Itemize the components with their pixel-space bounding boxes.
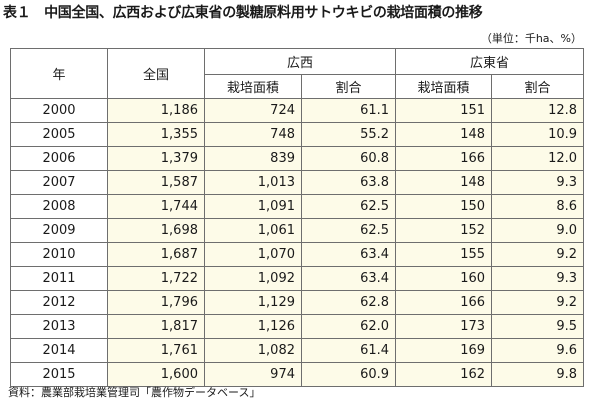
cell-guangxi-share: 60.8 <box>300 146 397 171</box>
cell-year: 2008 <box>10 194 108 219</box>
cell-year: 2014 <box>10 338 108 363</box>
cell-guangdong-area: 148 <box>395 170 493 195</box>
cell-year: 2007 <box>10 170 108 195</box>
table-row: 2006 1,379 839 60.8 166 12.0 <box>10 146 585 171</box>
header-national: 全国 <box>107 48 205 99</box>
source-note: 資料：農業部栽培業管理司「農作物データベース」 <box>8 386 261 399</box>
cell-guangxi-share: 62.5 <box>300 218 397 243</box>
cell-national: 1,687 <box>107 242 205 267</box>
table-row: 2015 1,600 974 60.9 162 9.8 <box>10 362 585 387</box>
table-row: 2005 1,355 748 55.2 148 10.9 <box>10 122 585 147</box>
header-guangdong-share: 割合 <box>491 74 585 99</box>
cell-guangxi-area: 1,070 <box>204 242 302 267</box>
table-row: 2012 1,796 1,129 62.8 166 9.2 <box>10 290 585 315</box>
cell-national: 1,722 <box>107 266 205 291</box>
cell-year: 2000 <box>10 98 108 123</box>
cell-national: 1,796 <box>107 290 205 315</box>
table-body: 2000 1,186 724 61.1 151 12.8 2005 1,355 748 55.2 1… <box>10 98 585 387</box>
cell-guangxi-share: 61.1 <box>300 98 397 123</box>
cell-guangdong-share: 9.3 <box>491 266 585 291</box>
header-row-2: 栽培面積 割合 栽培面積 割合 <box>11 74 585 99</box>
cell-year: 2006 <box>10 146 108 171</box>
header-guangdong-area: 栽培面積 <box>395 74 493 99</box>
cell-guangxi-share: 61.4 <box>300 338 397 363</box>
cell-national: 1,379 <box>107 146 205 171</box>
cell-guangxi-area: 974 <box>204 362 302 387</box>
cell-guangdong-area: 166 <box>395 290 493 315</box>
cell-year: 2009 <box>10 218 108 243</box>
cell-guangdong-area: 169 <box>395 338 493 363</box>
cell-guangxi-share: 62.8 <box>300 290 397 315</box>
cell-guangdong-share: 9.0 <box>491 218 585 243</box>
header-year: 年 <box>10 48 108 99</box>
cell-guangxi-share: 63.4 <box>300 266 397 291</box>
cell-national: 1,817 <box>107 314 205 339</box>
cell-guangdong-share: 9.5 <box>491 314 585 339</box>
cell-guangdong-share: 9.3 <box>491 170 585 195</box>
cell-national: 1,761 <box>107 338 205 363</box>
cell-guangdong-area: 173 <box>395 314 493 339</box>
cell-guangxi-area: 724 <box>204 98 302 123</box>
cell-guangdong-area: 152 <box>395 218 493 243</box>
cell-guangdong-share: 10.9 <box>491 122 585 147</box>
cell-guangxi-share: 62.0 <box>300 314 397 339</box>
cell-national: 1,744 <box>107 194 205 219</box>
cell-guangdong-area: 148 <box>395 122 493 147</box>
cell-year: 2015 <box>10 362 108 387</box>
cell-national: 1,186 <box>107 98 205 123</box>
cell-guangxi-area: 1,129 <box>204 290 302 315</box>
cell-year: 2013 <box>10 314 108 339</box>
cell-guangxi-area: 1,126 <box>204 314 302 339</box>
table-title: 表１ 中国全国、広西および広東省の製糖原料用サトウキビの栽培面積の推移 <box>3 5 483 21</box>
cell-year: 2010 <box>10 242 108 267</box>
cell-national: 1,698 <box>107 218 205 243</box>
cell-year: 2005 <box>10 122 108 147</box>
cell-guangxi-area: 1,092 <box>204 266 302 291</box>
table-row: 2013 1,817 1,126 62.0 173 9.5 <box>10 314 585 339</box>
cell-guangxi-area: 748 <box>204 122 302 147</box>
cell-guangxi-area: 1,061 <box>204 218 302 243</box>
table-row: 2000 1,186 724 61.1 151 12.8 <box>10 98 585 123</box>
header-guangdong: 広東省 <box>395 48 585 75</box>
cell-guangdong-area: 166 <box>395 146 493 171</box>
table-row: 2009 1,698 1,061 62.5 152 9.0 <box>10 218 585 243</box>
cell-national: 1,587 <box>107 170 205 195</box>
cell-guangdong-area: 155 <box>395 242 493 267</box>
cell-guangdong-area: 160 <box>395 266 493 291</box>
cell-guangxi-share: 60.9 <box>300 362 397 387</box>
cell-guangxi-area: 1,082 <box>204 338 302 363</box>
header-guangxi-share: 割合 <box>300 74 397 99</box>
table-row: 2010 1,687 1,070 63.4 155 9.2 <box>10 242 585 267</box>
table-row: 2008 1,744 1,091 62.5 150 8.6 <box>10 194 585 219</box>
cell-guangdong-share: 9.6 <box>491 338 585 363</box>
table-row: 2011 1,722 1,092 63.4 160 9.3 <box>10 266 585 291</box>
cell-guangxi-area: 839 <box>204 146 302 171</box>
table-row: 2007 1,587 1,013 63.8 148 9.3 <box>10 170 585 195</box>
cell-guangdong-share: 12.0 <box>491 146 585 171</box>
cell-guangdong-area: 162 <box>395 362 493 387</box>
cell-national: 1,355 <box>107 122 205 147</box>
cell-guangdong-share: 12.8 <box>491 98 585 123</box>
cell-guangdong-area: 150 <box>395 194 493 219</box>
cell-guangdong-share: 9.8 <box>491 362 585 387</box>
cell-guangxi-share: 63.8 <box>300 170 397 195</box>
header-row-1: 年 全国 広西 広東省 <box>10 48 585 99</box>
header-guangxi-area: 栽培面積 <box>204 74 302 99</box>
sugarcane-area-table: 年 全国 広西 広東省 栽培面積 割合 栽培面積 割合 2000 1,186 724… <box>10 48 585 387</box>
cell-national: 1,600 <box>107 362 205 387</box>
header-guangxi: 広西 <box>203 48 397 75</box>
cell-guangxi-share: 62.5 <box>300 194 397 219</box>
table-row: 2014 1,761 1,082 61.4 169 9.6 <box>10 338 585 363</box>
cell-guangdong-share: 9.2 <box>491 290 585 315</box>
unit-note: （単位：千ha、%） <box>480 32 582 45</box>
cell-guangxi-area: 1,091 <box>204 194 302 219</box>
cell-year: 2012 <box>10 290 108 315</box>
cell-guangxi-share: 55.2 <box>300 122 397 147</box>
cell-year: 2011 <box>10 266 108 291</box>
cell-guangxi-area: 1,013 <box>204 170 302 195</box>
cell-guangdong-share: 9.2 <box>491 242 585 267</box>
cell-guangdong-area: 151 <box>395 98 493 123</box>
cell-guangxi-share: 63.4 <box>300 242 397 267</box>
cell-guangdong-share: 8.6 <box>491 194 585 219</box>
